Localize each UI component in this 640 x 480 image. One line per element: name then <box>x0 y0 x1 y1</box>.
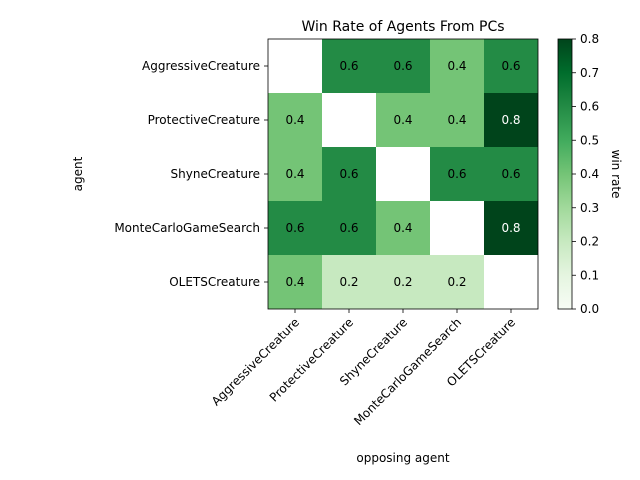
cell-value-label: 0.4 <box>285 275 304 289</box>
colorbar-tick-label: 0.3 <box>580 201 599 215</box>
cell-value-label: 0.4 <box>393 221 412 235</box>
cell-value-label: 0.2 <box>447 275 466 289</box>
colorbar-tick-label: 0.7 <box>580 66 599 80</box>
cell-value-label: 0.6 <box>339 59 358 73</box>
cell-value-label: 0.8 <box>501 113 520 127</box>
heatmap-cell <box>484 201 538 255</box>
colorbar-label: win rate <box>609 150 623 199</box>
cell-value-label: 0.2 <box>339 275 358 289</box>
cell-value-label: 0.6 <box>393 59 412 73</box>
heatmap-cell <box>322 147 376 201</box>
cell-value-label: 0.4 <box>285 167 304 181</box>
heatmap-cell <box>322 255 376 309</box>
cell-value-label: 0.4 <box>447 113 466 127</box>
heatmap-cell <box>430 147 484 201</box>
cell-value-label: 0.6 <box>339 221 358 235</box>
cell-value-label: 0.6 <box>501 167 520 181</box>
y-tick-label: OLETSCreature <box>169 275 260 289</box>
colorbar-tick-label: 0.2 <box>580 235 599 249</box>
heatmap-cells <box>268 39 538 309</box>
x-axis-label: opposing agent <box>356 451 450 465</box>
cell-value-label: 0.4 <box>393 113 412 127</box>
y-axis-label: agent <box>71 156 85 191</box>
heatmap-cell <box>430 255 484 309</box>
colorbar-tick-label: 0.6 <box>580 100 599 114</box>
colorbar-tick-label: 0.0 <box>580 302 599 316</box>
heatmap-cell <box>376 201 430 255</box>
x-tick-label: MonteCarloGameSearch <box>351 315 464 428</box>
cell-value-label: 0.6 <box>339 167 358 181</box>
heatmap-cell <box>430 39 484 93</box>
heatmap-cell <box>322 39 376 93</box>
heatmap-cell <box>376 93 430 147</box>
cell-value-label: 0.6 <box>285 221 304 235</box>
x-axis-ticks: AggressiveCreatureProtectiveCreatureShyn… <box>209 309 518 428</box>
colorbar-tick-label: 0.8 <box>580 32 599 46</box>
y-tick-label: MonteCarloGameSearch <box>114 221 260 235</box>
y-tick-label: AggressiveCreature <box>142 59 260 73</box>
y-tick-label: ShyneCreature <box>171 167 260 181</box>
heatmap-cell <box>268 147 322 201</box>
cell-value-label: 0.6 <box>447 167 466 181</box>
x-tick-label: AggressiveCreature <box>209 315 302 408</box>
cell-value-label: 0.8 <box>501 221 520 235</box>
colorbar-tick-label: 0.4 <box>580 167 599 181</box>
chart-title: Win Rate of Agents From PCs <box>301 19 504 35</box>
colorbar-ticks: 0.0 0.1 0.2 0.3 0.4 0.5 0.6 0.7 0.8 <box>572 32 599 316</box>
colorbar-tick-label: 0.1 <box>580 268 599 282</box>
heatmap-cell <box>484 147 538 201</box>
y-tick-label: ProtectiveCreature <box>148 113 260 127</box>
heatmap-cell <box>268 201 322 255</box>
colorbar-tick-label: 0.5 <box>580 133 599 147</box>
heatmap-cell <box>268 255 322 309</box>
heatmap-cell <box>322 201 376 255</box>
cell-value-label: 0.2 <box>393 275 412 289</box>
colorbar <box>558 39 572 309</box>
cell-value-label: 0.4 <box>285 113 304 127</box>
heatmap-cell <box>268 93 322 147</box>
heatmap-cell <box>376 255 430 309</box>
cell-value-label: 0.4 <box>447 59 466 73</box>
heatmap-cell <box>484 39 538 93</box>
heatmap-cell-labels: 0.6 0.6 0.4 0.6 0.4 0.4 0.4 0.8 0.4 0.6 0.6 0.6 0.6 0… <box>285 59 520 289</box>
heatmap-cell <box>430 93 484 147</box>
y-axis-ticks: AggressiveCreature ProtectiveCreature Shyn… <box>114 59 268 289</box>
heatmap-cell <box>376 39 430 93</box>
cell-value-label: 0.6 <box>501 59 520 73</box>
heatmap-cell <box>484 93 538 147</box>
